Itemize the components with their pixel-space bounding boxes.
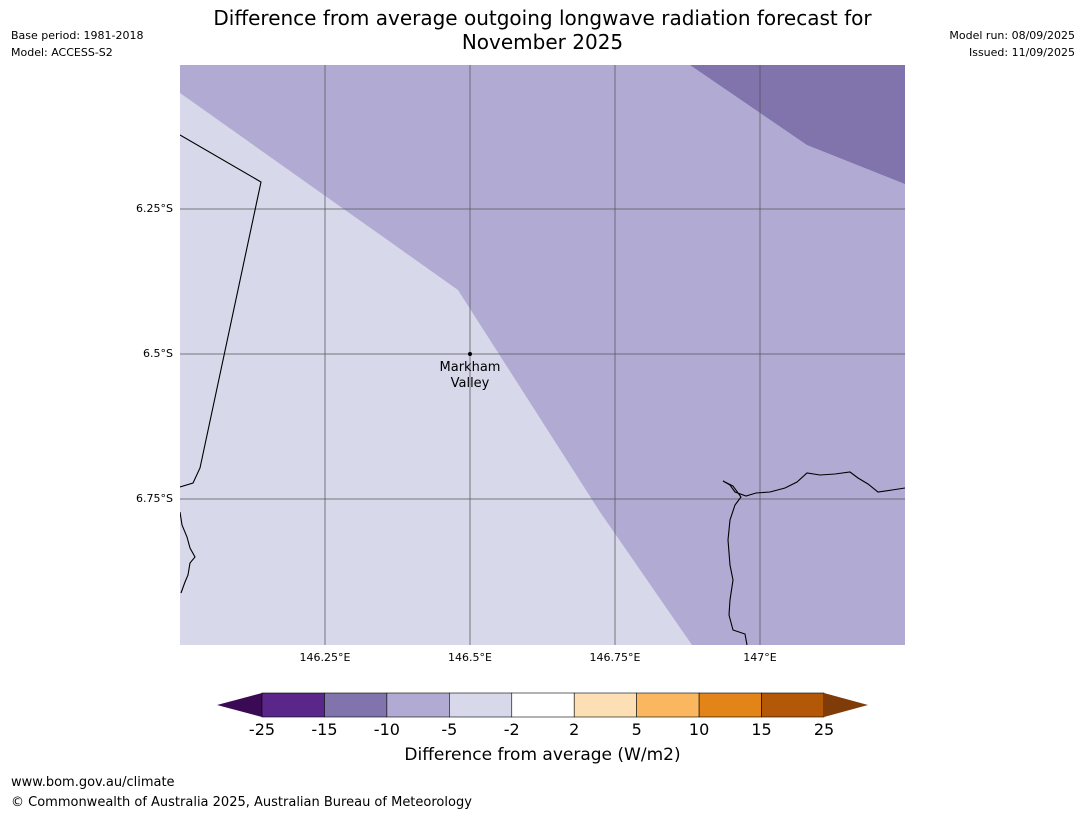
colorbar-tick-label: -25	[248, 720, 276, 739]
colorbar-extend-high	[824, 693, 868, 717]
colorbar-segment	[449, 692, 513, 718]
colorbar-tick-label: 2	[569, 720, 580, 739]
lat-label-6-25: 6.25°S	[136, 202, 173, 215]
colorbar-tick-label: 5	[631, 720, 642, 739]
colorbar-segment	[511, 692, 575, 718]
chart-title: Difference from average outgoing longwav…	[0, 6, 1085, 54]
region-medium	[180, 65, 905, 645]
colorbar	[217, 692, 868, 718]
colorbar-segment	[698, 692, 762, 718]
footer-url: www.bom.gov.au/climate	[11, 775, 175, 790]
colorbar-tick-label: 15	[751, 720, 772, 739]
title-line-2: November 2025	[461, 30, 624, 54]
meta-right: Model run: 08/09/2025 Issued: 11/09/2025	[949, 27, 1075, 61]
base-period: Base period: 1981-2018	[11, 29, 144, 42]
colorbar-tick-label: 25	[813, 720, 835, 739]
place-marker	[468, 352, 472, 356]
map-area	[180, 65, 905, 645]
place-label: Markham Valley	[425, 360, 515, 392]
model-name: Model: ACCESS-S2	[11, 46, 113, 59]
colorbar-segment	[386, 692, 450, 718]
lon-label-146-25: 146.25°E	[299, 651, 351, 664]
colorbar-segment	[261, 692, 325, 718]
colorbar-segment	[324, 692, 388, 718]
coastlines	[180, 134, 905, 645]
border-line	[180, 134, 262, 488]
place-name-line-2: Valley	[450, 376, 490, 391]
model-run: Model run: 08/09/2025	[949, 29, 1075, 42]
colorbar-tick-label: 10	[688, 720, 710, 739]
title-line-1: Difference from average outgoing longwav…	[213, 6, 872, 30]
lat-label-6-75: 6.75°S	[136, 492, 173, 505]
footer-copyright: © Commonwealth of Australia 2025, Austra…	[11, 795, 472, 810]
colorbar-segment	[636, 692, 700, 718]
lon-label-146-75: 146.75°E	[589, 651, 641, 664]
lon-label-146-5: 146.5°E	[448, 651, 492, 664]
place-name-line-1: Markham	[439, 360, 501, 375]
colorbar-tick-label: -15	[311, 720, 338, 739]
coastline-west	[180, 511, 196, 594]
colorbar-label: Difference from average (W/m2)	[404, 745, 681, 765]
colorbar-tick-label: -10	[373, 720, 400, 739]
issued-date: Issued: 11/09/2025	[968, 46, 1075, 59]
lon-label-147: 147°E	[743, 651, 777, 664]
coastline-east	[722, 471, 905, 645]
colorbar-segment	[573, 692, 637, 718]
lat-label-6-5: 6.5°S	[143, 347, 173, 360]
region-dark	[690, 65, 905, 184]
colorbar-tick-label: -5	[441, 720, 458, 739]
colorbar-tick-label: -2	[503, 720, 520, 739]
gridlines	[180, 65, 905, 645]
colorbar-extend-low	[217, 693, 262, 717]
meta-left: Base period: 1981-2018 Model: ACCESS-S2	[11, 27, 143, 61]
colorbar-segment	[761, 692, 825, 718]
